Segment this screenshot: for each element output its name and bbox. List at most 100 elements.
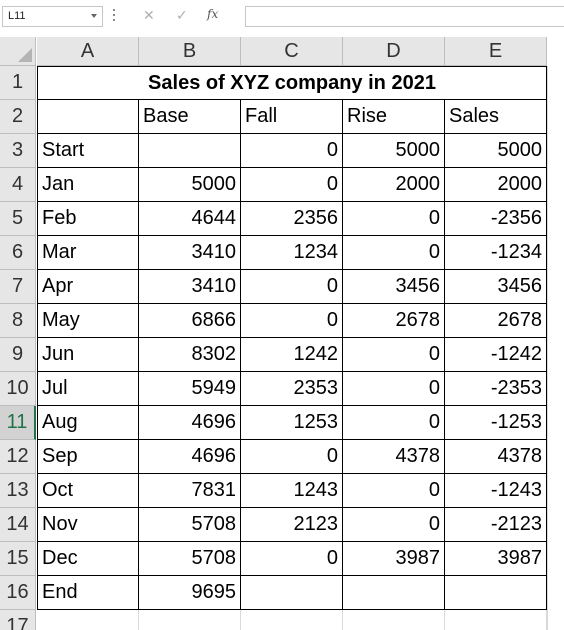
- value-cell[interactable]: 0: [241, 168, 343, 202]
- value-cell[interactable]: 0: [343, 406, 445, 440]
- row-header-16[interactable]: 16: [0, 576, 36, 610]
- value-cell[interactable]: 4378: [445, 440, 547, 474]
- row-header-13[interactable]: 13: [0, 474, 36, 508]
- row-label-cell[interactable]: Jul: [37, 372, 139, 406]
- row-label-cell[interactable]: Aug: [37, 406, 139, 440]
- row-header-11[interactable]: 11: [0, 406, 36, 440]
- value-cell[interactable]: -1243: [445, 474, 547, 508]
- value-cell[interactable]: [343, 576, 445, 610]
- row-label-cell[interactable]: Jan: [37, 168, 139, 202]
- value-cell[interactable]: 2123: [241, 508, 343, 542]
- value-cell[interactable]: 8302: [139, 338, 241, 372]
- header-cell-c[interactable]: Fall: [241, 100, 343, 134]
- value-cell[interactable]: 3987: [445, 542, 547, 576]
- value-cell[interactable]: 0: [343, 508, 445, 542]
- value-cell[interactable]: [241, 576, 343, 610]
- value-cell[interactable]: -1234: [445, 236, 547, 270]
- value-cell[interactable]: 7831: [139, 474, 241, 508]
- value-cell[interactable]: 0: [343, 236, 445, 270]
- value-cell[interactable]: 4696: [139, 440, 241, 474]
- row-label-cell[interactable]: Dec: [37, 542, 139, 576]
- row-header-2[interactable]: 2: [0, 100, 36, 134]
- row-label-cell[interactable]: Jun: [37, 338, 139, 372]
- value-cell[interactable]: 3410: [139, 236, 241, 270]
- value-cell[interactable]: 0: [343, 372, 445, 406]
- value-cell[interactable]: -1253: [445, 406, 547, 440]
- sheet-title[interactable]: Sales of XYZ company in 2021: [37, 66, 547, 100]
- row-label-cell[interactable]: Oct: [37, 474, 139, 508]
- value-cell[interactable]: 2353: [241, 372, 343, 406]
- value-cell[interactable]: 9695: [139, 576, 241, 610]
- row-label-cell[interactable]: May: [37, 304, 139, 338]
- value-cell[interactable]: 5000: [139, 168, 241, 202]
- row-header-15[interactable]: 15: [0, 542, 36, 576]
- column-header-c[interactable]: C: [241, 37, 343, 66]
- value-cell[interactable]: 3987: [343, 542, 445, 576]
- column-header-e[interactable]: E: [445, 37, 547, 66]
- enter-icon[interactable]: ✓: [176, 7, 188, 23]
- row-header-12[interactable]: 12: [0, 440, 36, 474]
- row-header-17[interactable]: 17: [0, 610, 36, 630]
- chevron-down-icon[interactable]: [91, 14, 97, 18]
- value-cell[interactable]: [445, 576, 547, 610]
- value-cell[interactable]: 5000: [445, 134, 547, 168]
- value-cell[interactable]: 0: [241, 542, 343, 576]
- insert-function-icon[interactable]: fx: [207, 7, 219, 21]
- row-label-cell[interactable]: End: [37, 576, 139, 610]
- value-cell[interactable]: -2356: [445, 202, 547, 236]
- value-cell[interactable]: 5708: [139, 542, 241, 576]
- value-cell[interactable]: 5949: [139, 372, 241, 406]
- value-cell[interactable]: -2353: [445, 372, 547, 406]
- row-header-9[interactable]: 9: [0, 338, 36, 372]
- value-cell[interactable]: 2000: [445, 168, 547, 202]
- row-header-8[interactable]: 8: [0, 304, 36, 338]
- row-label-cell[interactable]: Start: [37, 134, 139, 168]
- value-cell[interactable]: 3456: [445, 270, 547, 304]
- row-header-4[interactable]: 4: [0, 168, 36, 202]
- value-cell[interactable]: 4378: [343, 440, 445, 474]
- row-header-5[interactable]: 5: [0, 202, 36, 236]
- value-cell[interactable]: -1242: [445, 338, 547, 372]
- row-header-14[interactable]: 14: [0, 508, 36, 542]
- column-header-a[interactable]: A: [37, 37, 139, 66]
- header-cell-a[interactable]: [37, 100, 139, 134]
- value-cell[interactable]: 2678: [445, 304, 547, 338]
- value-cell[interactable]: 1243: [241, 474, 343, 508]
- value-cell[interactable]: 5708: [139, 508, 241, 542]
- value-cell[interactable]: 3410: [139, 270, 241, 304]
- value-cell[interactable]: 1242: [241, 338, 343, 372]
- header-cell-d[interactable]: Rise: [343, 100, 445, 134]
- header-cell-e[interactable]: Sales: [445, 100, 547, 134]
- name-box[interactable]: L11: [2, 6, 103, 27]
- row-header-1[interactable]: 1: [0, 66, 36, 100]
- value-cell[interactable]: 1234: [241, 236, 343, 270]
- row-label-cell[interactable]: Mar: [37, 236, 139, 270]
- row-header-6[interactable]: 6: [0, 236, 36, 270]
- row-header-10[interactable]: 10: [0, 372, 36, 406]
- value-cell[interactable]: 6866: [139, 304, 241, 338]
- row-header-7[interactable]: 7: [0, 270, 36, 304]
- row-label-cell[interactable]: Apr: [37, 270, 139, 304]
- value-cell[interactable]: 3456: [343, 270, 445, 304]
- value-cell[interactable]: 0: [343, 474, 445, 508]
- value-cell[interactable]: 0: [241, 270, 343, 304]
- cancel-icon[interactable]: ✕: [143, 7, 155, 23]
- value-cell[interactable]: 4644: [139, 202, 241, 236]
- row-label-cell[interactable]: Sep: [37, 440, 139, 474]
- value-cell[interactable]: 0: [241, 440, 343, 474]
- value-cell[interactable]: 2000: [343, 168, 445, 202]
- row-label-cell[interactable]: Nov: [37, 508, 139, 542]
- value-cell[interactable]: 0: [241, 134, 343, 168]
- row-header-3[interactable]: 3: [0, 134, 36, 168]
- column-header-d[interactable]: D: [343, 37, 445, 66]
- value-cell[interactable]: 0: [241, 304, 343, 338]
- value-cell[interactable]: [139, 134, 241, 168]
- value-cell[interactable]: 2356: [241, 202, 343, 236]
- value-cell[interactable]: 0: [343, 338, 445, 372]
- value-cell[interactable]: 2678: [343, 304, 445, 338]
- value-cell[interactable]: -2123: [445, 508, 547, 542]
- column-header-b[interactable]: B: [139, 37, 241, 66]
- value-cell[interactable]: 0: [343, 202, 445, 236]
- value-cell[interactable]: 4696: [139, 406, 241, 440]
- drag-handle-icon[interactable]: [113, 9, 116, 23]
